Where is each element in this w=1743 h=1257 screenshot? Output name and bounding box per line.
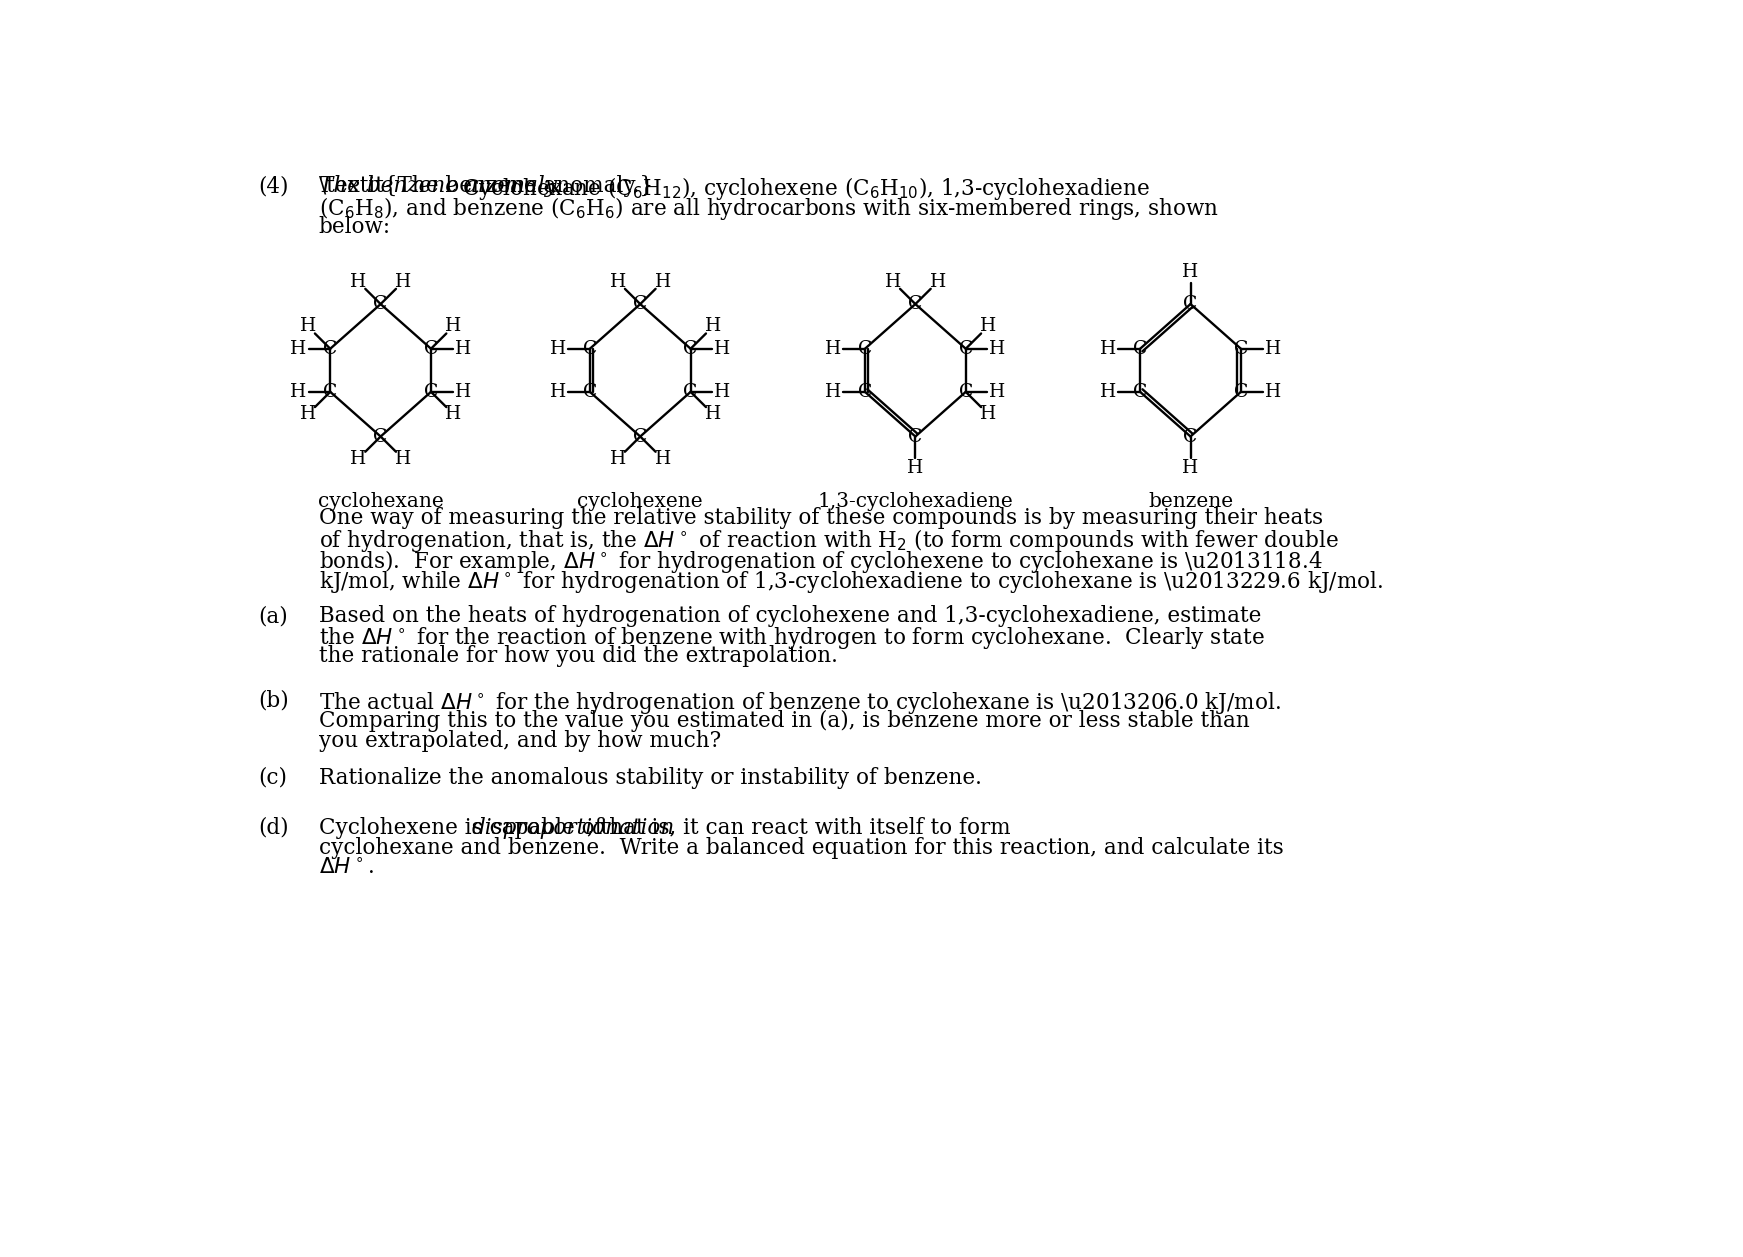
Text: C: C bbox=[1133, 339, 1147, 358]
Text: C: C bbox=[1234, 339, 1248, 358]
Text: cyclohexane: cyclohexane bbox=[317, 491, 443, 510]
Text: H: H bbox=[908, 459, 924, 478]
Text: \textit{The benzene anomaly.}: \textit{The benzene anomaly.} bbox=[319, 176, 652, 197]
Text: (a): (a) bbox=[258, 605, 288, 627]
Text: C: C bbox=[633, 427, 647, 445]
Text: H: H bbox=[704, 318, 722, 336]
Text: H: H bbox=[396, 450, 411, 468]
Text: H: H bbox=[551, 383, 566, 401]
Text: H: H bbox=[291, 339, 307, 358]
Text: C: C bbox=[1183, 295, 1197, 313]
Text: C: C bbox=[322, 383, 338, 401]
Text: C: C bbox=[424, 339, 437, 358]
Text: the rationale for how you did the extrapolation.: the rationale for how you did the extrap… bbox=[319, 645, 837, 667]
Text: H: H bbox=[446, 405, 462, 424]
Text: of hydrogenation, that is, the $\Delta H^\circ$ of reaction with H$_2$ (to form : of hydrogenation, that is, the $\Delta H… bbox=[319, 528, 1339, 554]
Text: H: H bbox=[1264, 383, 1281, 401]
Text: C: C bbox=[858, 383, 872, 401]
Text: Rationalize the anomalous stability or instability of benzene.: Rationalize the anomalous stability or i… bbox=[319, 767, 981, 789]
Text: H: H bbox=[455, 383, 471, 401]
Text: Cyclohexene is capable of: Cyclohexene is capable of bbox=[319, 817, 608, 838]
Text: C: C bbox=[683, 383, 697, 401]
Text: H: H bbox=[446, 318, 462, 336]
Text: C: C bbox=[908, 295, 922, 313]
Text: cyclohexene: cyclohexene bbox=[577, 491, 702, 510]
Text: H: H bbox=[350, 273, 366, 290]
Text: (b): (b) bbox=[258, 690, 289, 711]
Text: C: C bbox=[1133, 383, 1147, 401]
Text: C: C bbox=[959, 339, 973, 358]
Text: C: C bbox=[1183, 427, 1197, 445]
Text: kJ/mol, while $\Delta H^\circ$ for hydrogenation of 1,3-cyclohexadiene to cycloh: kJ/mol, while $\Delta H^\circ$ for hydro… bbox=[319, 569, 1382, 595]
Text: C: C bbox=[633, 295, 647, 313]
Text: H: H bbox=[610, 450, 626, 468]
Text: H: H bbox=[1100, 339, 1117, 358]
Text: (c): (c) bbox=[258, 767, 288, 789]
Text: H: H bbox=[551, 339, 566, 358]
Text: disproportionation: disproportionation bbox=[472, 817, 675, 838]
Text: H: H bbox=[455, 339, 471, 358]
Text: C: C bbox=[858, 339, 872, 358]
Text: H: H bbox=[655, 450, 671, 468]
Text: benzene: benzene bbox=[1149, 491, 1232, 510]
Text: H: H bbox=[300, 318, 315, 336]
Text: (d): (d) bbox=[258, 817, 289, 838]
Text: C: C bbox=[582, 383, 598, 401]
Text: H: H bbox=[885, 273, 901, 290]
Text: Comparing this to the value you estimated in (a), is benzene more or less stable: Comparing this to the value you estimate… bbox=[319, 710, 1250, 732]
Text: the $\Delta H^\circ$ for the reaction of benzene with hydrogen to form cyclohexa: the $\Delta H^\circ$ for the reaction of… bbox=[319, 625, 1264, 651]
Text: H: H bbox=[990, 339, 1006, 358]
Text: below:: below: bbox=[319, 215, 390, 238]
Text: Based on the heats of hydrogenation of cyclohexene and 1,3-cyclohexadiene, estim: Based on the heats of hydrogenation of c… bbox=[319, 605, 1260, 627]
Text: cyclohexane and benzene.  Write a balanced equation for this reaction, and calcu: cyclohexane and benzene. Write a balance… bbox=[319, 837, 1283, 859]
Text: H: H bbox=[1264, 339, 1281, 358]
Text: C: C bbox=[1234, 383, 1248, 401]
Text: The actual $\Delta H^\circ$ for the hydrogenation of benzene to cyclohexane is \: The actual $\Delta H^\circ$ for the hydr… bbox=[319, 690, 1281, 715]
Text: C: C bbox=[424, 383, 437, 401]
Text: H: H bbox=[824, 339, 842, 358]
Text: (4): (4) bbox=[258, 176, 289, 197]
Text: H: H bbox=[396, 273, 411, 290]
Text: 1,3-cyclohexadiene: 1,3-cyclohexadiene bbox=[817, 491, 1013, 510]
Text: C: C bbox=[582, 339, 598, 358]
Text: H: H bbox=[990, 383, 1006, 401]
Text: H: H bbox=[715, 383, 730, 401]
Text: H: H bbox=[610, 273, 626, 290]
Text: H: H bbox=[1182, 264, 1199, 282]
Text: $\Delta H^\circ$.: $\Delta H^\circ$. bbox=[319, 857, 373, 879]
Text: The benzene anomaly.: The benzene anomaly. bbox=[319, 176, 561, 197]
Text: One way of measuring the relative stability of these compounds is by measuring t: One way of measuring the relative stabil… bbox=[319, 507, 1323, 529]
Text: C: C bbox=[373, 427, 387, 445]
Text: C: C bbox=[373, 295, 387, 313]
Text: H: H bbox=[350, 450, 366, 468]
Text: C: C bbox=[908, 427, 922, 445]
Text: H: H bbox=[929, 273, 946, 290]
Text: H: H bbox=[655, 273, 671, 290]
Text: Cyclohexane (C$_6$H$_{12}$), cyclohexene (C$_6$H$_{10}$), 1,3-cyclohexadiene: Cyclohexane (C$_6$H$_{12}$), cyclohexene… bbox=[462, 176, 1150, 202]
Text: H: H bbox=[291, 383, 307, 401]
Text: bonds).  For example, $\Delta H^\circ$ for hydrogenation of cyclohexene to cyclo: bonds). For example, $\Delta H^\circ$ fo… bbox=[319, 548, 1323, 576]
Text: C: C bbox=[322, 339, 338, 358]
Text: H: H bbox=[980, 405, 997, 424]
Text: H: H bbox=[704, 405, 722, 424]
Text: H: H bbox=[980, 318, 997, 336]
Text: H: H bbox=[824, 383, 842, 401]
Text: you extrapolated, and by how much?: you extrapolated, and by how much? bbox=[319, 730, 722, 752]
Text: , that is, it can react with itself to form: , that is, it can react with itself to f… bbox=[587, 817, 1011, 838]
Text: H: H bbox=[1182, 459, 1199, 478]
Text: H: H bbox=[1100, 383, 1117, 401]
Text: C: C bbox=[959, 383, 973, 401]
Text: H: H bbox=[715, 339, 730, 358]
Text: H: H bbox=[300, 405, 315, 424]
Text: (C$_6$H$_8$), and benzene (C$_6$H$_6$) are all hydrocarbons with six-membered ri: (C$_6$H$_8$), and benzene (C$_6$H$_6$) a… bbox=[319, 196, 1218, 222]
Text: C: C bbox=[683, 339, 697, 358]
